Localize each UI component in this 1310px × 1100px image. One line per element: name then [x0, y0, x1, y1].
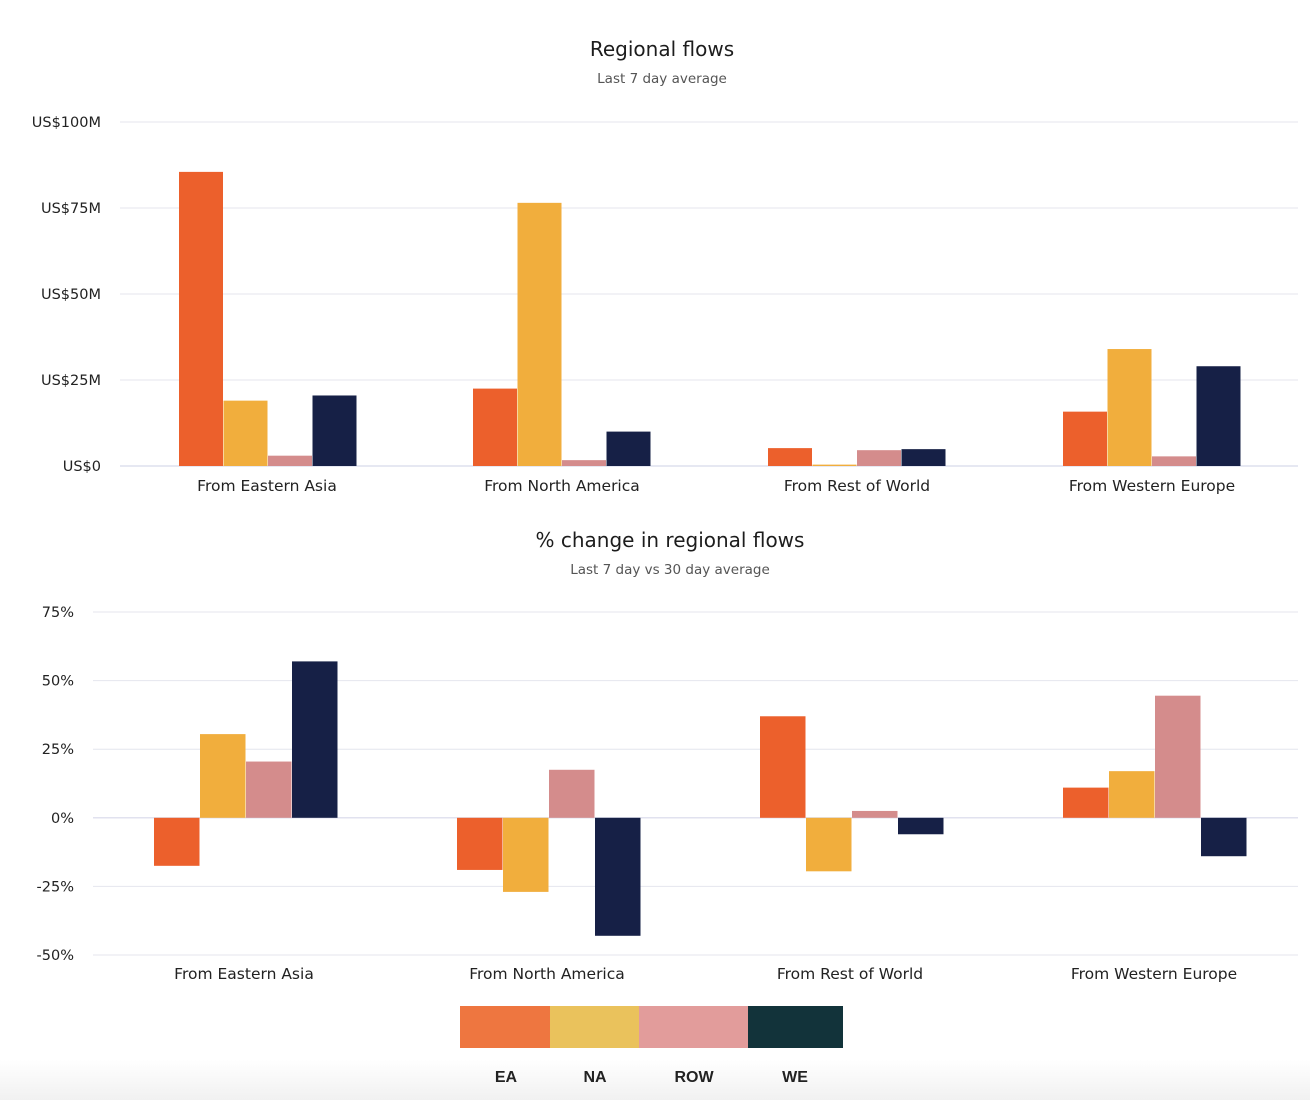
chart-1-bar-na-from-north-america: [517, 202, 562, 466]
chart-2-bar-we-from-eastern-asia: [292, 661, 338, 818]
chart-2-bar-row-from-eastern-asia: [246, 761, 292, 818]
legend-swatch-we: [748, 1006, 843, 1048]
chart-2-bar-we-from-rest-of-world: [898, 817, 944, 835]
chart-1-bar-na-from-western-europe: [1107, 349, 1152, 466]
chart-1-bar-we-from-eastern-asia: [312, 395, 357, 466]
chart-1-subtitle: Last 7 day average: [597, 71, 727, 87]
chart-2-xtick-label: From Western Europe: [1071, 965, 1237, 983]
chart-2-ytick-label: 75%: [42, 605, 74, 621]
chart-1-title: Regional flows: [590, 37, 734, 61]
chart-2-bar-ea-from-western-europe: [1063, 787, 1109, 818]
chart-2-bar-na-from-eastern-asia: [200, 734, 246, 818]
chart-1-xtick-label: From Eastern Asia: [197, 477, 337, 495]
chart-1-ytick-label: US$50M: [41, 287, 101, 303]
chart-1-bar-we-from-rest-of-world: [901, 449, 946, 466]
chart-2-ytick-label: 0%: [51, 811, 74, 827]
legend-swatch-row: [639, 1006, 748, 1048]
chart-1-ytick-label: US$100M: [32, 115, 101, 131]
chart-2-bar-we-from-north-america: [595, 817, 641, 936]
chart-2-subtitle: Last 7 day vs 30 day average: [570, 562, 770, 578]
chart-1-ytick-label: US$75M: [41, 201, 101, 217]
chart-1-bar-row-from-western-europe: [1152, 456, 1196, 466]
chart-1-xtick-label: From Western Europe: [1069, 477, 1235, 495]
chart-1-bar-row-from-eastern-asia: [268, 455, 312, 466]
legend-swatch-na: [550, 1006, 639, 1048]
chart-2-ytick-label: 25%: [42, 742, 74, 758]
chart-1-bar-row-from-rest-of-world: [857, 450, 901, 466]
legend-label-na: NA: [583, 1069, 607, 1086]
chart-2-bar-ea-from-rest-of-world: [760, 716, 806, 818]
chart-1-bar-na-from-rest-of-world: [812, 464, 857, 466]
chart-2-ytick-label: -50%: [37, 948, 74, 964]
chart-2-bar-ea-from-eastern-asia: [154, 817, 200, 866]
chart-2-bar-row-from-north-america: [549, 769, 595, 818]
chart-2-bar-ea-from-north-america: [457, 817, 503, 870]
chart-2-bar-row-from-rest-of-world: [852, 810, 898, 818]
chart-1-bar-ea-from-western-europe: [1063, 411, 1107, 466]
chart-2-ytick-label: -25%: [37, 879, 74, 895]
chart-1-bar-we-from-western-europe: [1196, 366, 1241, 466]
chart-2-bar-na-from-western-europe: [1109, 771, 1155, 818]
legend-label-row: ROW: [674, 1069, 714, 1086]
chart-1-bar-ea-from-north-america: [473, 388, 517, 466]
chart-1-ytick-label: US$25M: [41, 373, 101, 389]
chart-1-xtick-label: From North America: [484, 477, 640, 495]
chart-2-xtick-label: From North America: [469, 965, 625, 983]
chart-1-bar-row-from-north-america: [562, 460, 606, 466]
chart-2-ytick-label: 50%: [42, 674, 74, 690]
chart-2-xtick-label: From Eastern Asia: [174, 965, 314, 983]
chart-2-title: % change in regional flows: [536, 528, 805, 552]
chart-2-bar-na-from-rest-of-world: [806, 817, 852, 872]
chart-1-plot: US$0 US$25M US$50M US$75M US$100M From Easter…: [32, 115, 1298, 495]
chart-2-bar-row-from-western-europe: [1155, 695, 1201, 818]
legend: EA NA ROW WE: [460, 1006, 843, 1086]
legend-label-ea: EA: [495, 1069, 518, 1086]
chart-1-xtick-label: From Rest of World: [784, 477, 930, 495]
chart-2-xtick-label: From Rest of World: [777, 965, 923, 983]
legend-label-we: WE: [782, 1069, 808, 1086]
chart-1-bar-ea-from-rest-of-world: [768, 448, 812, 466]
chart-1-bar-we-from-north-america: [606, 431, 651, 466]
chart-1-ytick-label: US$0: [63, 459, 101, 475]
chart-2-plot: -50% -25% 0% 25% 50% 75% From Eastern Asia From…: [37, 605, 1298, 983]
legend-swatch-ea: [460, 1006, 550, 1048]
chart-1-bar-ea-from-eastern-asia: [179, 171, 223, 466]
chart-2-bar-na-from-north-america: [503, 817, 549, 892]
chart-1-bar-na-from-eastern-asia: [223, 400, 268, 466]
chart-2-bar-we-from-western-europe: [1201, 817, 1247, 857]
